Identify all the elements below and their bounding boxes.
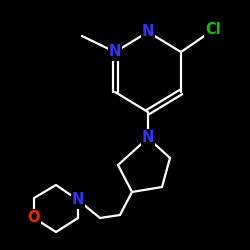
Text: N: N — [142, 24, 154, 40]
Text: N: N — [109, 44, 121, 60]
Text: O: O — [28, 210, 40, 226]
Text: N: N — [72, 192, 84, 208]
Text: Cl: Cl — [205, 22, 221, 38]
Text: N: N — [142, 130, 154, 146]
